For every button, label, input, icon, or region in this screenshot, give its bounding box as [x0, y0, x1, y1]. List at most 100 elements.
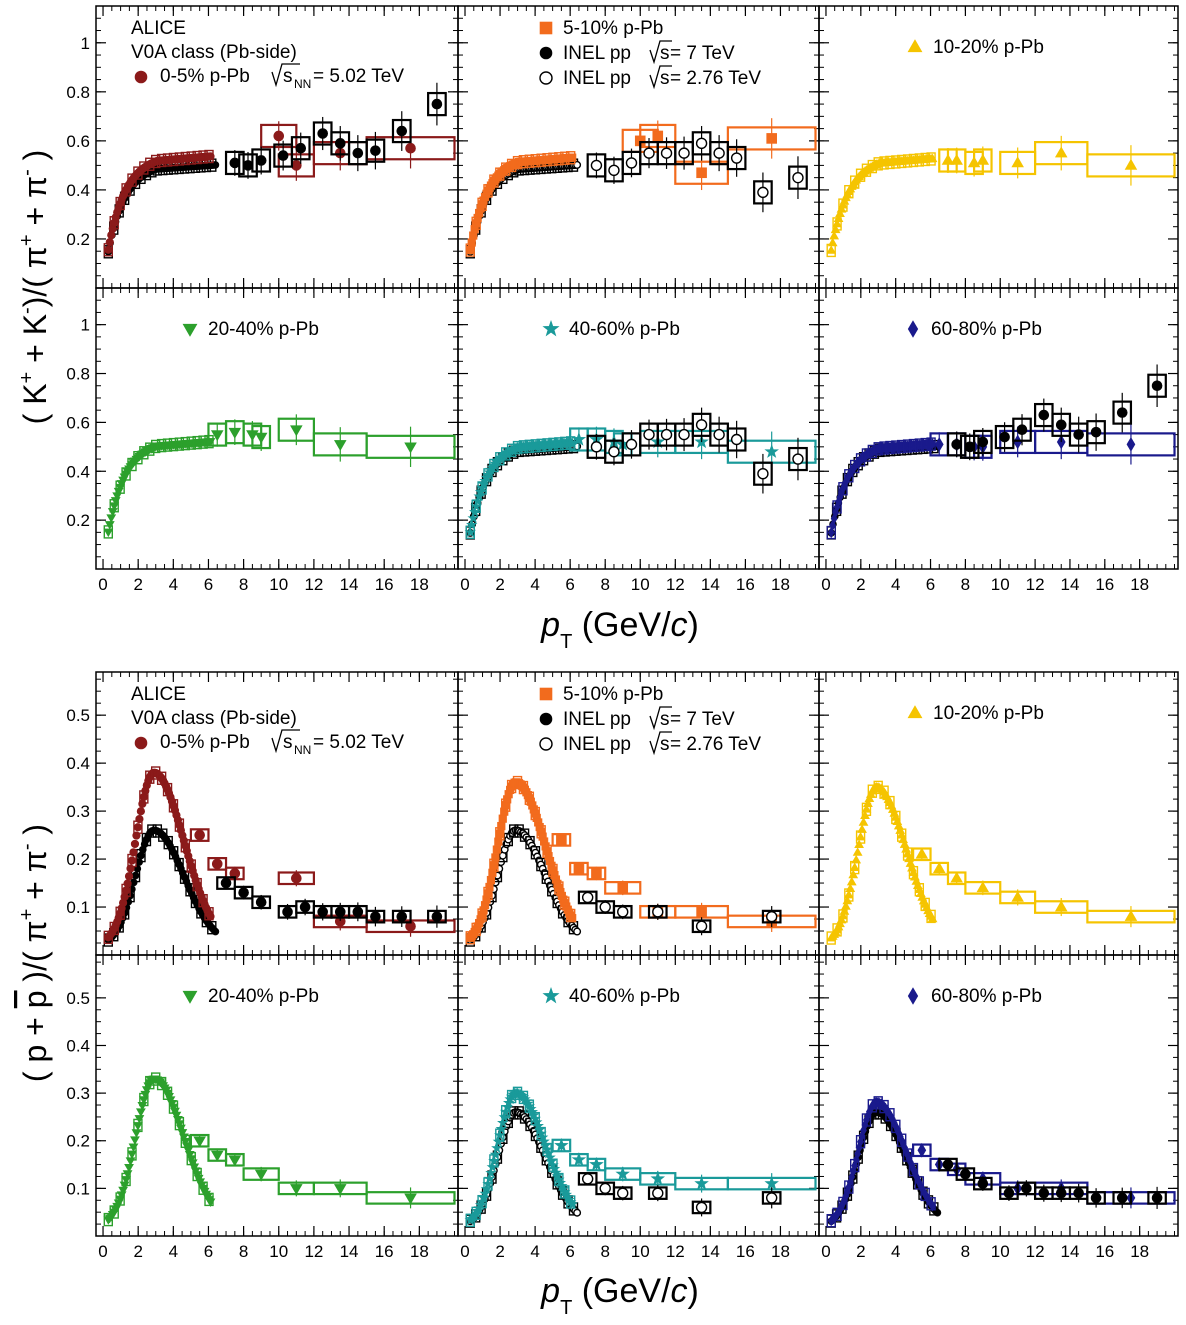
legend-marker-05 — [134, 736, 148, 750]
legend-marker-pp7 — [539, 46, 553, 60]
y-tick-label: 0.6 — [66, 132, 90, 151]
ppb-point — [566, 1198, 578, 1210]
ppb-point — [404, 1193, 417, 1205]
pp7-point — [933, 1208, 942, 1217]
x-tick-label: 4 — [891, 575, 900, 594]
pp7-point — [396, 125, 408, 137]
x-tick-label: 10 — [631, 575, 650, 594]
pp7-point — [317, 128, 328, 139]
ppb-point — [210, 430, 224, 442]
ppb-point — [136, 807, 145, 816]
ppb-point — [927, 913, 938, 923]
ppb-point — [174, 1120, 185, 1129]
x-tick-label: 0 — [460, 1242, 469, 1261]
ppb-point — [485, 882, 494, 892]
x-tick-label: 10 — [269, 575, 288, 594]
ppb-point — [486, 875, 496, 885]
pp276-point — [590, 159, 603, 172]
pp7-point — [960, 1168, 971, 1180]
legend-pp276-post: = 2.76 TeV — [670, 68, 761, 89]
ppb-point — [467, 512, 479, 524]
legend-marker-pp276 — [539, 737, 553, 751]
sqrt-symbol — [649, 731, 672, 756]
pp7-point — [1038, 1187, 1050, 1199]
x-tick-label: 8 — [961, 1242, 970, 1261]
x-tick-label: 16 — [736, 1242, 755, 1261]
ppb-point — [571, 1152, 587, 1167]
sqrt-symbol — [271, 63, 300, 88]
pp276-point — [765, 1192, 778, 1204]
pp276-point — [695, 137, 708, 150]
x-tick-label: 6 — [565, 575, 574, 594]
pp7-point — [1055, 419, 1067, 431]
ppb-point — [133, 823, 143, 832]
ppb-point — [766, 133, 777, 144]
ppb-syst-box — [566, 1195, 576, 1209]
ppb-point — [171, 1111, 182, 1121]
ppb-point — [829, 230, 840, 240]
legend-pp7-s: s — [660, 43, 670, 64]
ppb-point — [489, 861, 498, 870]
legend-snn: s — [283, 66, 293, 87]
pp276-point — [608, 446, 620, 458]
ppb-point — [134, 1115, 145, 1124]
x-tick-label: 2 — [856, 1242, 865, 1261]
ppb-syst-box — [926, 1197, 936, 1211]
ppb-point — [489, 1148, 502, 1160]
y-tick-label: 0.8 — [66, 365, 90, 384]
ppb-point — [128, 1143, 139, 1153]
ppb-point — [495, 1122, 508, 1134]
legend-pp7-post: = 7 TeV — [670, 43, 735, 64]
pp7-point — [1073, 1187, 1084, 1199]
legend-marker — [907, 320, 919, 338]
pp7-point — [1090, 426, 1102, 438]
sqrt-symbol — [649, 40, 672, 65]
x-tick-label: 14 — [340, 1242, 359, 1261]
ppb-point — [130, 1136, 140, 1145]
pp276-point — [757, 186, 769, 199]
panel-kaon-60-80: 0 2 4 6 8 10 12 14 16 18 60-80% p-Pb — [818, 287, 1179, 594]
ppb-point — [124, 1163, 134, 1173]
ppb-point — [404, 442, 417, 454]
ppb-point — [1124, 910, 1138, 921]
pp276-point — [608, 164, 620, 176]
y-axis-label: ( K+ + K-)/( π+ + π- ) — [16, 150, 53, 425]
panel-kaon-40-60: 0 2 4 6 8 10 12 14 16 18 40-60% p-Pb — [457, 287, 820, 594]
data-layer — [826, 364, 1176, 540]
x-tick-label: 8 — [961, 575, 970, 594]
x-tick-label: 4 — [169, 1242, 178, 1261]
ppb-point — [129, 848, 138, 857]
ppb-point — [568, 914, 577, 923]
x-tick-label: 4 — [891, 1242, 900, 1261]
x-tick-label: 10 — [269, 1242, 288, 1261]
ppb-point — [840, 901, 851, 910]
pp7-point — [1151, 1192, 1163, 1204]
ppb-point — [466, 246, 475, 255]
ppb-syst-box — [832, 1207, 842, 1222]
x-tick-label: 6 — [204, 575, 213, 594]
x-tick-label: 0 — [98, 1242, 107, 1261]
legend-marker-510 — [539, 687, 553, 701]
y-tick-label: 0.2 — [66, 850, 90, 869]
pp7-point — [255, 155, 267, 166]
ppb-point — [696, 906, 707, 918]
ppb-point — [838, 910, 848, 920]
panel-kaon-10-20: 10-20% p-Pb — [818, 5, 1179, 289]
ppb-point — [468, 505, 481, 517]
pp276-point — [695, 1201, 708, 1214]
x-tick-label: 0 — [821, 575, 830, 594]
legend-v0a: V0A class (Pb-side) — [131, 42, 297, 63]
ppb-point — [568, 153, 577, 162]
ppb-point — [273, 130, 285, 142]
pp7-point — [238, 887, 249, 898]
x-tick-label: 14 — [701, 1242, 720, 1261]
legend-alice: ALICE — [131, 18, 186, 39]
ppb-point — [846, 876, 857, 886]
pp276-point — [730, 152, 743, 164]
x-tick-label: 18 — [1130, 1242, 1149, 1261]
ppb-point — [193, 1136, 206, 1148]
ppb-point — [491, 853, 500, 862]
y-tick-label: 0.2 — [66, 1132, 90, 1151]
x-tick-label: 14 — [340, 575, 359, 594]
